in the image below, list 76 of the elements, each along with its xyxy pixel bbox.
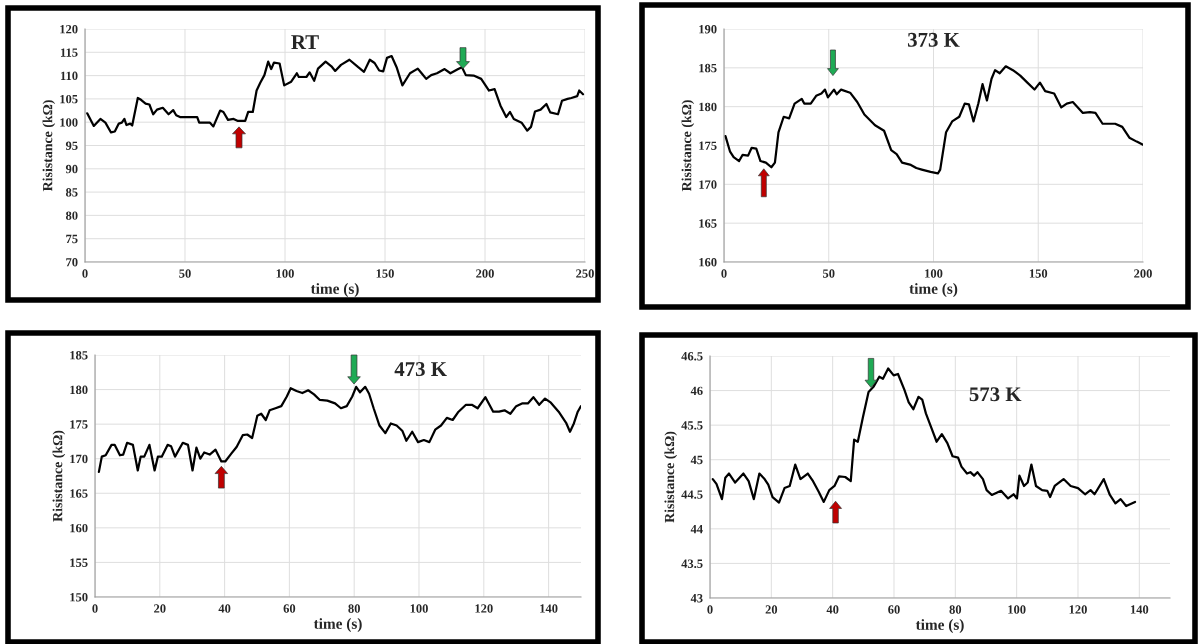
y-tick-label: 160 [699, 258, 717, 267]
y-tick-label: 44 [690, 524, 703, 534]
y-axis-title: Risistance (kΩ) [681, 100, 695, 192]
x-tick-label: 250 [576, 269, 594, 278]
y-tick-label: 105 [60, 94, 78, 104]
y-tick-label: 160 [70, 523, 88, 533]
chart-title: RT [291, 35, 319, 49]
x-tick-label: 0 [707, 605, 713, 614]
y-tick-label: 85 [65, 188, 78, 197]
y-tick-label: 185 [699, 63, 717, 73]
y-tick-label: 180 [699, 102, 717, 112]
y-tick-label: 110 [61, 71, 78, 81]
x-tick-label: 0 [82, 269, 88, 278]
x-tick-label: 150 [376, 269, 394, 278]
x-tick-label: 80 [348, 604, 360, 613]
y-tick-label: 95 [65, 141, 78, 150]
x-tick-label: 200 [1134, 269, 1152, 278]
x-tick-label: 60 [283, 604, 296, 613]
x-tick-label: 100 [1008, 605, 1026, 614]
y-tick-label: 155 [70, 558, 88, 567]
x-axis-title: time (s) [310, 283, 359, 297]
x-axis-title: time (s) [909, 283, 958, 297]
y-tick-label: 190 [699, 25, 717, 34]
x-tick-label: 100 [925, 269, 943, 278]
x-tick-label: 50 [823, 269, 835, 278]
x-tick-label: 20 [765, 605, 778, 614]
x-tick-label: 0 [721, 269, 727, 278]
y-tick-label: 175 [70, 420, 88, 429]
x-axis-title: time (s) [915, 619, 964, 633]
x-tick-label: 60 [888, 605, 900, 614]
y-tick-label: 44.5 [681, 490, 703, 499]
y-tick-label: 170 [699, 180, 717, 189]
y-tick-label: 165 [699, 219, 717, 228]
x-tick-label: 50 [179, 269, 191, 278]
x-tick-label: 200 [476, 269, 494, 278]
y-tick-label: 115 [61, 48, 78, 57]
y-tick-label: 90 [65, 164, 78, 174]
y-tick-label: 43 [690, 594, 703, 603]
y-tick-label: 46 [690, 386, 703, 396]
line-series [711, 367, 1137, 508]
x-tick-label: 80 [949, 605, 962, 614]
y-tick-label: 45 [690, 455, 703, 465]
x-tick-label: 20 [154, 604, 166, 613]
y-tick-label: 175 [699, 141, 717, 150]
x-tick-label: 100 [276, 269, 294, 278]
chart-title: 473 K [394, 362, 447, 377]
y-axis-title: Risistance (kΩ) [52, 430, 66, 522]
y-tick-label: 70 [66, 258, 78, 267]
y-tick-label: 180 [70, 385, 88, 395]
chart-title: 373 K [907, 32, 960, 47]
x-axis-title: time (s) [313, 618, 362, 632]
y-tick-label: 185 [70, 351, 88, 360]
x-tick-label: 140 [540, 604, 558, 613]
x-tick-label: 40 [218, 604, 231, 613]
y-tick-label: 80 [65, 211, 78, 220]
x-tick-label: 120 [1069, 605, 1087, 614]
y-axis-title: Risistance (kΩ) [42, 100, 56, 192]
x-tick-label: 0 [92, 604, 98, 613]
y-tick-label: 43.5 [681, 559, 703, 568]
y-tick-label: 75 [66, 234, 78, 244]
x-tick-label: 150 [1029, 269, 1048, 278]
y-tick-label: 150 [70, 593, 88, 602]
line-series [97, 385, 581, 473]
x-tick-label: 140 [1130, 605, 1149, 614]
x-tick-label: 100 [410, 604, 428, 613]
y-tick-label: 120 [60, 25, 78, 34]
y-tick-label: 100 [60, 118, 78, 127]
y-tick-label: 46.5 [681, 352, 703, 361]
y-tick-label: 170 [70, 454, 88, 464]
line-series [724, 65, 1143, 175]
x-tick-label: 40 [826, 605, 839, 614]
y-axis-title: Risistance (kΩ) [664, 431, 678, 523]
text: 573 K [969, 387, 1022, 402]
y-tick-label: 45.5 [681, 421, 703, 430]
y-tick-label: 165 [70, 489, 88, 498]
x-tick-label: 120 [475, 604, 493, 613]
